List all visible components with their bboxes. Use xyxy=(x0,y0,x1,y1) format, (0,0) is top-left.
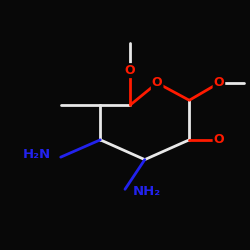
Text: O: O xyxy=(214,76,224,90)
Text: NH₂: NH₂ xyxy=(132,185,160,198)
Text: H₂N: H₂N xyxy=(23,148,51,161)
Text: O: O xyxy=(214,133,224,146)
Text: O: O xyxy=(152,76,162,90)
Text: O: O xyxy=(125,64,135,77)
